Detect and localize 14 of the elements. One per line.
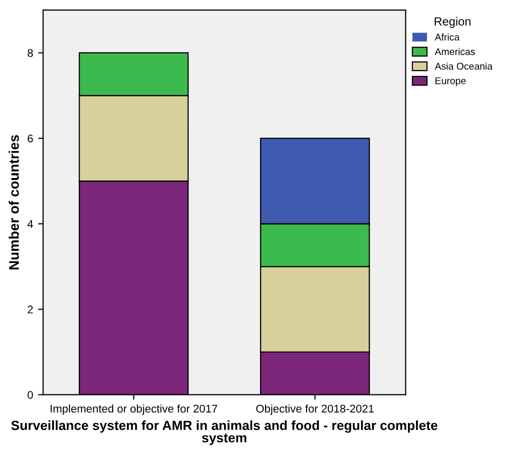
y-tick-label: 8 [28, 49, 33, 57]
y-axis-title: Number of countries [8, 135, 19, 270]
x-tick-label: Objective for 2018-2021 [256, 404, 374, 415]
y-tick-label: 4 [27, 220, 34, 228]
legend-label: Americas [434, 48, 475, 56]
legend-label: Asia Oceania [434, 62, 493, 70]
y-tick-label: 2 [28, 306, 33, 314]
x-axis-title: Surveillance system for AMR in animals and food - regular complete system [11, 420, 438, 446]
legend-label: Africa [434, 33, 460, 41]
y-tick-label: 0 [28, 391, 33, 399]
x-tick-label: Implemented or objective for 2017 [50, 404, 218, 415]
y-tick-label: 6 [28, 134, 33, 142]
legend-title: Region [434, 16, 470, 28]
legend-label: Europe [436, 77, 466, 86]
